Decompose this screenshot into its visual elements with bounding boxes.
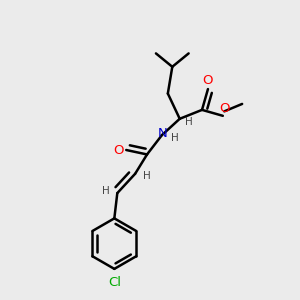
Text: Cl: Cl [108, 276, 121, 289]
Text: H: H [171, 133, 179, 143]
Text: O: O [113, 143, 124, 157]
Text: O: O [203, 74, 213, 87]
Text: H: H [185, 117, 193, 127]
Text: N: N [158, 127, 168, 140]
Text: H: H [142, 171, 150, 181]
Text: H: H [102, 186, 110, 196]
Text: O: O [219, 102, 230, 115]
